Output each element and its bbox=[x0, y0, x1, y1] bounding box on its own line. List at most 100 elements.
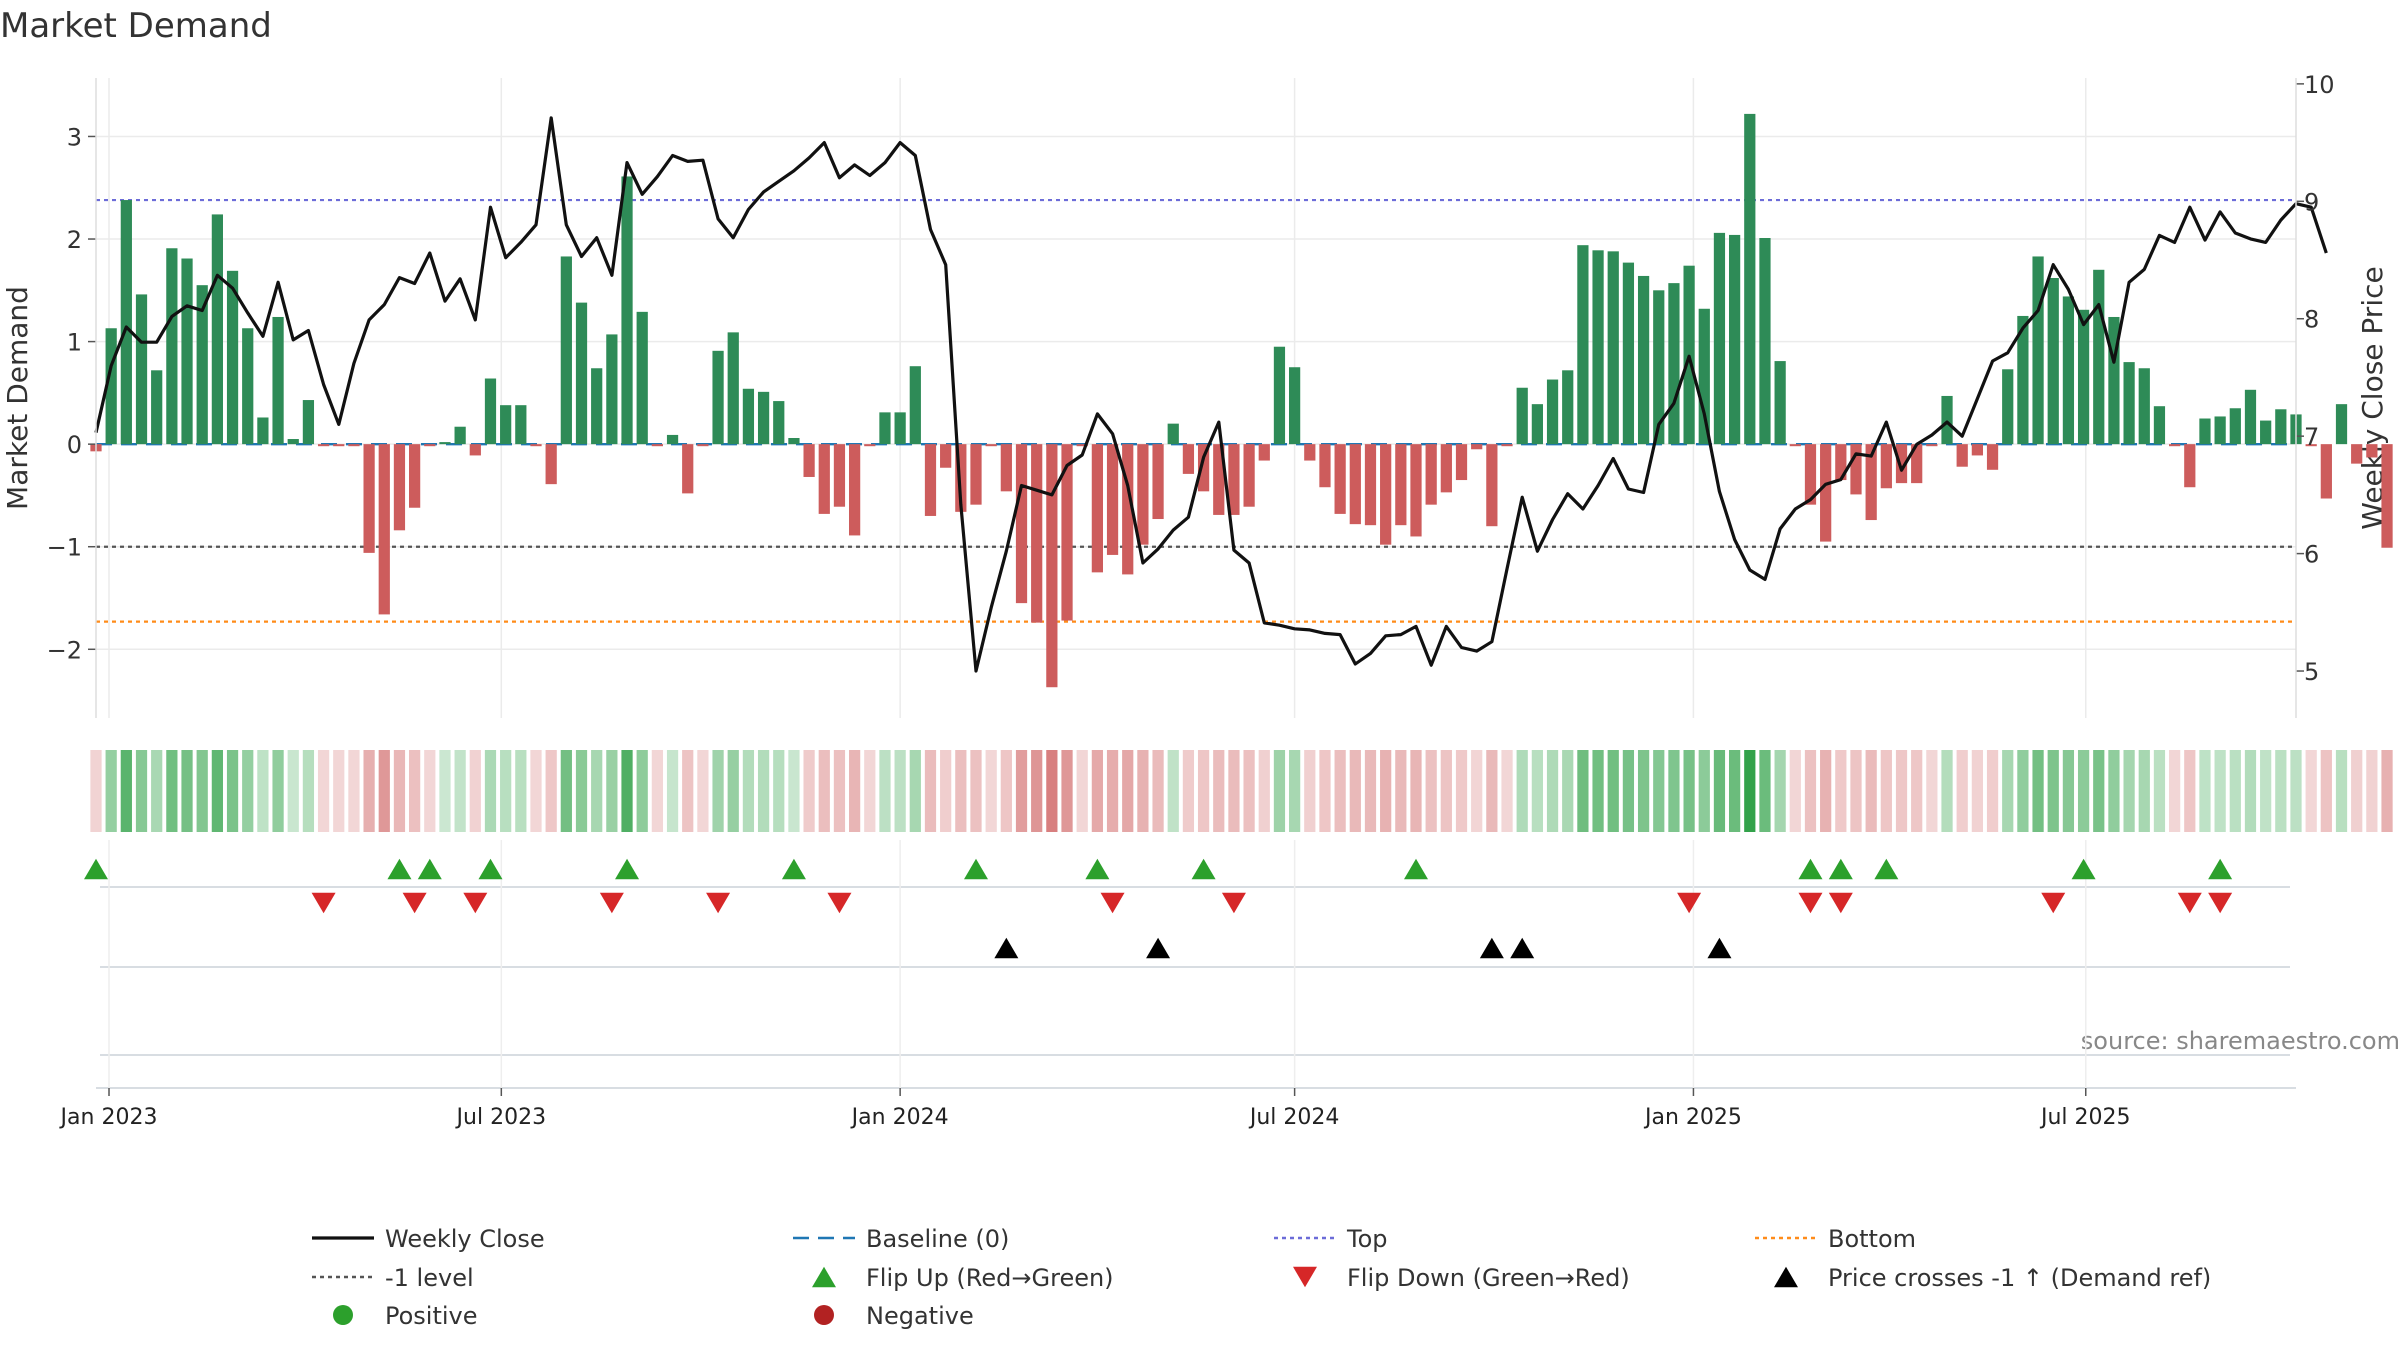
heat-cell bbox=[1061, 750, 1073, 832]
demand-bar bbox=[621, 176, 633, 445]
demand-bar bbox=[1000, 444, 1012, 492]
heat-cell bbox=[181, 750, 193, 832]
demand-bar bbox=[1076, 444, 1088, 447]
demand-bar bbox=[317, 444, 330, 447]
heat-cell bbox=[1729, 750, 1741, 832]
heat-cell bbox=[1015, 750, 1028, 832]
heat-cell bbox=[894, 750, 906, 832]
y-right-tick-label: 7 bbox=[2304, 423, 2319, 451]
y-tick-label: 1 bbox=[67, 329, 82, 357]
demand-bar bbox=[575, 302, 588, 445]
demand-bar bbox=[1729, 234, 1741, 445]
legend-label: Baseline (0) bbox=[866, 1225, 1009, 1253]
heat-cell bbox=[1759, 750, 1771, 832]
demand-bar bbox=[545, 444, 557, 485]
heat-cell bbox=[257, 750, 269, 832]
demand-bar bbox=[2184, 444, 2196, 488]
heat-cell bbox=[2320, 750, 2332, 832]
heat-cell bbox=[606, 750, 618, 832]
demand-heat-strip bbox=[90, 750, 2393, 832]
heat-cell bbox=[1804, 750, 1817, 832]
demand-bar bbox=[348, 444, 360, 447]
flip-down-marker bbox=[599, 892, 624, 914]
demand-bar bbox=[242, 328, 254, 445]
demand-bar bbox=[1713, 232, 1726, 445]
heat-cell bbox=[439, 750, 451, 832]
demand-bar bbox=[439, 442, 451, 445]
demand-bar bbox=[484, 378, 497, 445]
heat-cell bbox=[2184, 750, 2196, 832]
heat-cell bbox=[166, 750, 178, 832]
heat-cell bbox=[682, 750, 694, 832]
heat-cell bbox=[1334, 750, 1346, 832]
heat-cell bbox=[1289, 750, 1301, 832]
heat-cell bbox=[2214, 750, 2226, 832]
demand-bar bbox=[1167, 423, 1179, 445]
demand-bar bbox=[970, 444, 982, 505]
heat-cell bbox=[1820, 750, 1832, 832]
demand-bar bbox=[940, 444, 952, 468]
heat-cell bbox=[2199, 750, 2211, 832]
flip-up-marker bbox=[1191, 858, 1216, 880]
demand-bar bbox=[500, 405, 512, 445]
heat-cell bbox=[940, 750, 952, 832]
heat-cell bbox=[1304, 750, 1316, 832]
legend-label: Negative bbox=[866, 1302, 974, 1330]
demand-bar bbox=[2229, 408, 2241, 445]
demand-bar bbox=[849, 444, 861, 536]
y-right-tick-label: 10 bbox=[2304, 71, 2335, 99]
demand-bar bbox=[1137, 444, 1149, 545]
heat-cell bbox=[1137, 750, 1149, 832]
flip-up-marker bbox=[1828, 858, 1853, 880]
heat-cell bbox=[120, 750, 132, 832]
demand-bar bbox=[1015, 444, 1028, 604]
heat-cell bbox=[196, 750, 208, 832]
price-cross-marker bbox=[1146, 937, 1171, 959]
demand-bar bbox=[120, 200, 132, 445]
x-tick-label: Jan 2024 bbox=[850, 1105, 949, 1130]
flip-down-marker bbox=[1677, 892, 1702, 914]
heat-cell bbox=[575, 750, 588, 832]
heat-cell bbox=[1713, 750, 1726, 832]
demand-bar bbox=[697, 444, 709, 447]
demand-bar bbox=[1319, 444, 1331, 488]
demand-bar bbox=[1228, 444, 1240, 515]
demand-bar bbox=[2305, 444, 2317, 447]
demand-bar bbox=[2214, 416, 2226, 445]
flip-down-marker bbox=[1828, 892, 1853, 914]
heat-cell bbox=[1486, 750, 1498, 832]
heat-cell bbox=[1122, 750, 1134, 832]
demand-bar bbox=[135, 294, 148, 445]
heat-cell bbox=[469, 750, 481, 832]
demand-bar bbox=[773, 401, 785, 445]
demand-bar bbox=[818, 444, 830, 514]
heat-cell bbox=[363, 750, 375, 832]
demand-bar bbox=[1152, 444, 1164, 520]
heat-cell bbox=[393, 750, 406, 832]
heat-cell bbox=[621, 750, 633, 832]
demand-bar bbox=[1941, 395, 1953, 445]
demand-bar bbox=[166, 248, 178, 445]
demand-bar bbox=[1471, 444, 1483, 450]
heat-cell bbox=[2077, 750, 2090, 832]
demand-bar bbox=[727, 332, 739, 445]
heat-cell bbox=[1577, 750, 1589, 832]
heat-cell bbox=[560, 750, 572, 832]
heat-cell bbox=[1531, 750, 1543, 832]
demand-bar bbox=[2244, 389, 2257, 445]
demand-bar bbox=[1182, 444, 1195, 474]
flip-down-marker bbox=[2041, 892, 2066, 914]
heat-cell bbox=[2017, 750, 2029, 832]
demand-bar bbox=[1759, 238, 1771, 445]
heat-cell bbox=[909, 750, 921, 832]
demand-bar bbox=[788, 438, 800, 445]
heat-cell bbox=[2032, 750, 2044, 832]
heat-cell bbox=[1926, 750, 1938, 832]
demand-bar bbox=[2275, 409, 2287, 445]
heat-cell bbox=[348, 750, 360, 832]
price-cross-marker bbox=[1479, 937, 1504, 959]
demand-bar bbox=[2199, 418, 2211, 445]
heat-cell bbox=[302, 750, 315, 832]
heat-cell bbox=[2002, 750, 2014, 832]
demand-bar bbox=[1243, 444, 1255, 507]
